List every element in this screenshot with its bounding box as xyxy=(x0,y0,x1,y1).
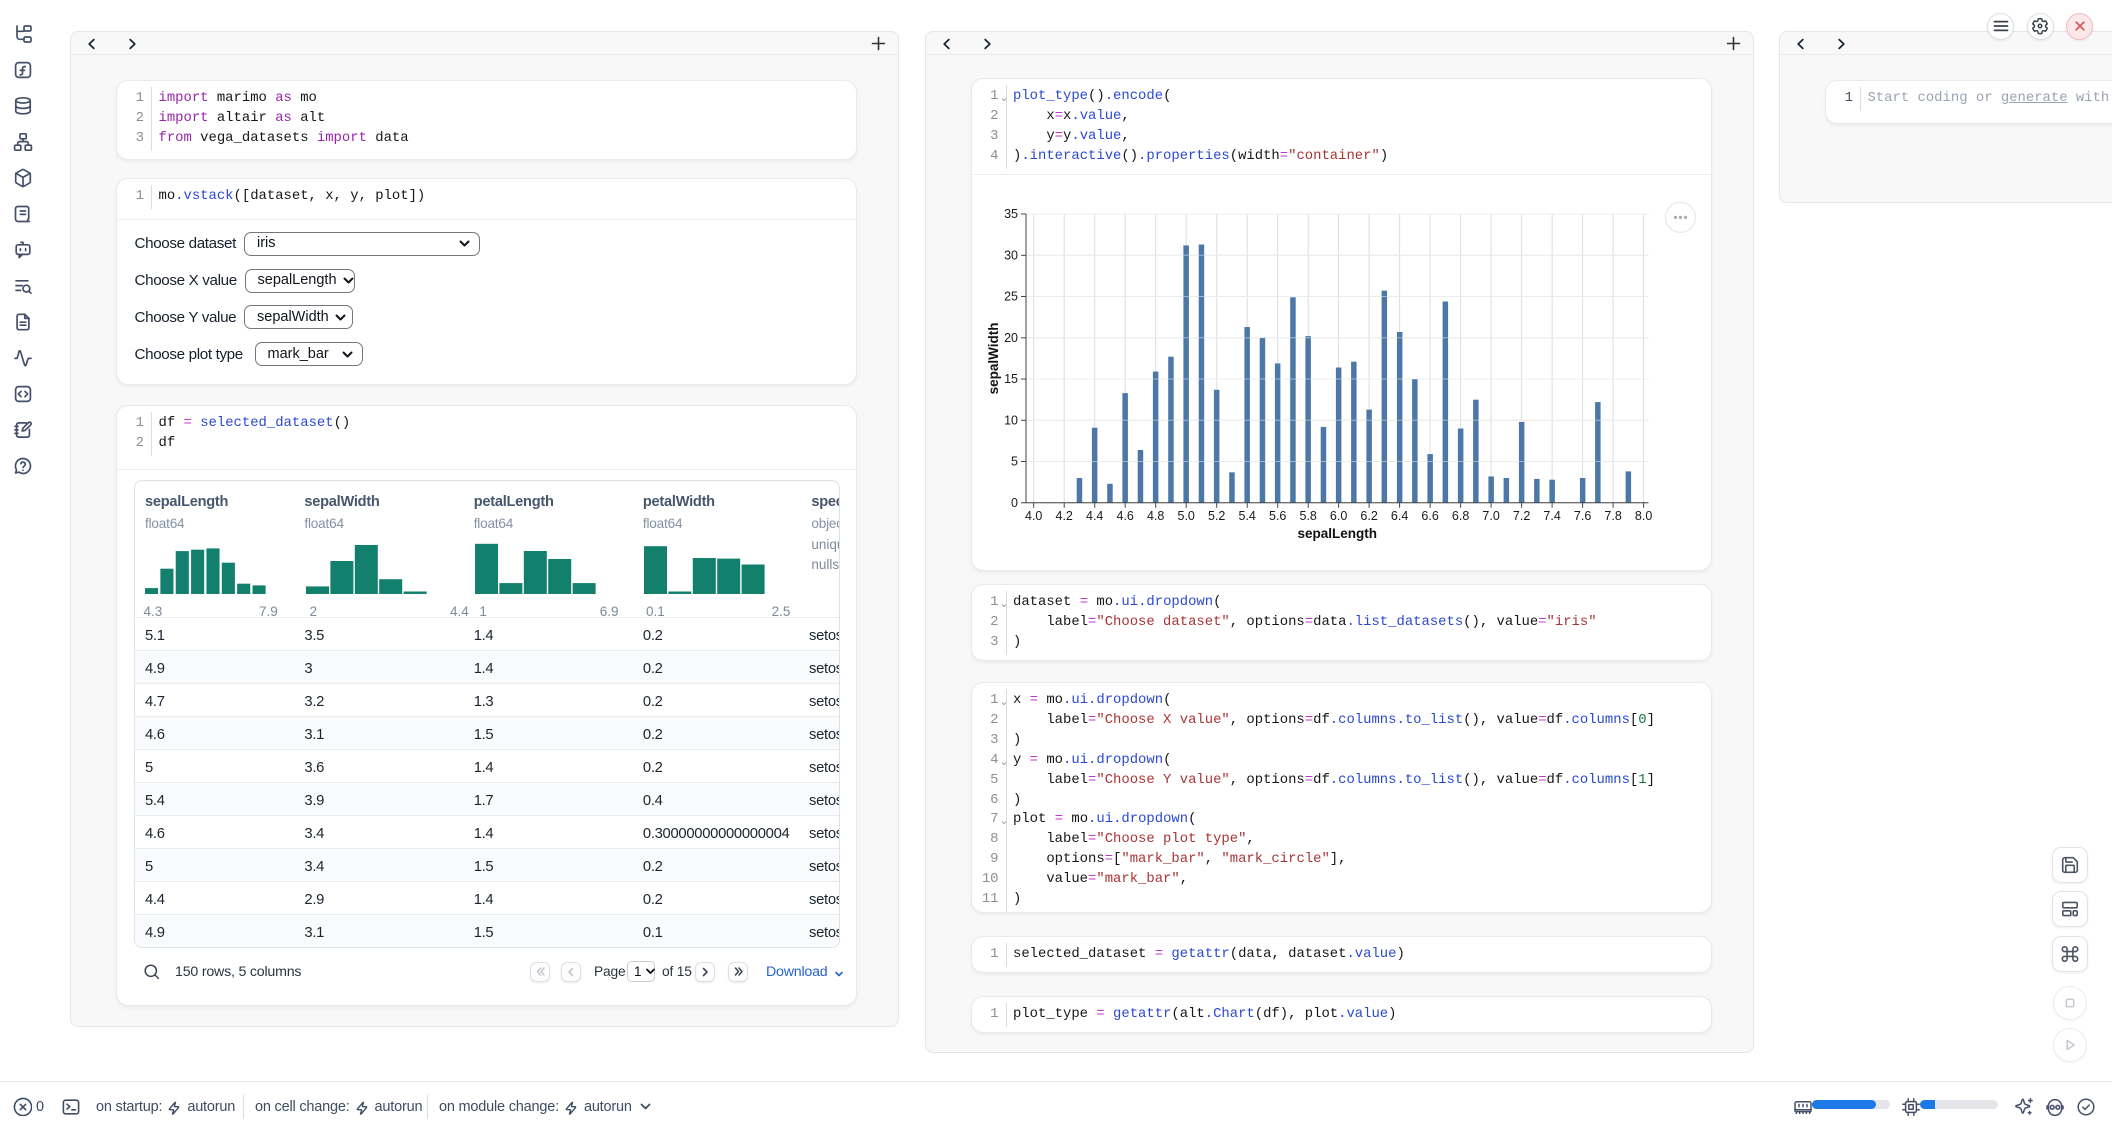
svg-text:5.4: 5.4 xyxy=(1238,509,1255,523)
svg-text:sepalWidth: sepalWidth xyxy=(986,322,1001,394)
svg-text:4.2: 4.2 xyxy=(1055,509,1072,523)
svg-text:10: 10 xyxy=(1004,413,1018,427)
svg-text:7.6: 7.6 xyxy=(1573,509,1590,523)
svg-text:4.0: 4.0 xyxy=(1025,509,1042,523)
svg-text:sepalLength: sepalLength xyxy=(1297,526,1377,541)
svg-text:7.4: 7.4 xyxy=(1543,509,1560,523)
svg-text:30: 30 xyxy=(1004,248,1018,262)
svg-text:15: 15 xyxy=(1004,372,1018,386)
svg-text:5: 5 xyxy=(1011,455,1018,469)
svg-text:6.0: 6.0 xyxy=(1329,509,1346,523)
svg-text:4.8: 4.8 xyxy=(1147,509,1164,523)
svg-text:6.6: 6.6 xyxy=(1421,509,1438,523)
svg-text:0: 0 xyxy=(1011,496,1018,510)
svg-text:5.0: 5.0 xyxy=(1177,509,1194,523)
svg-text:7.2: 7.2 xyxy=(1512,509,1529,523)
svg-text:25: 25 xyxy=(1004,290,1018,304)
svg-text:6.2: 6.2 xyxy=(1360,509,1377,523)
svg-text:4.6: 4.6 xyxy=(1116,509,1133,523)
svg-text:5.6: 5.6 xyxy=(1269,509,1286,523)
svg-text:5.8: 5.8 xyxy=(1299,509,1316,523)
svg-text:20: 20 xyxy=(1004,331,1018,345)
svg-text:7.0: 7.0 xyxy=(1482,509,1499,523)
svg-text:6.4: 6.4 xyxy=(1390,509,1407,523)
svg-text:4.4: 4.4 xyxy=(1086,509,1103,523)
svg-text:5.2: 5.2 xyxy=(1208,509,1225,523)
svg-text:35: 35 xyxy=(1004,207,1018,221)
svg-text:6.8: 6.8 xyxy=(1451,509,1468,523)
svg-text:8.0: 8.0 xyxy=(1634,509,1651,523)
svg-text:7.8: 7.8 xyxy=(1604,509,1621,523)
